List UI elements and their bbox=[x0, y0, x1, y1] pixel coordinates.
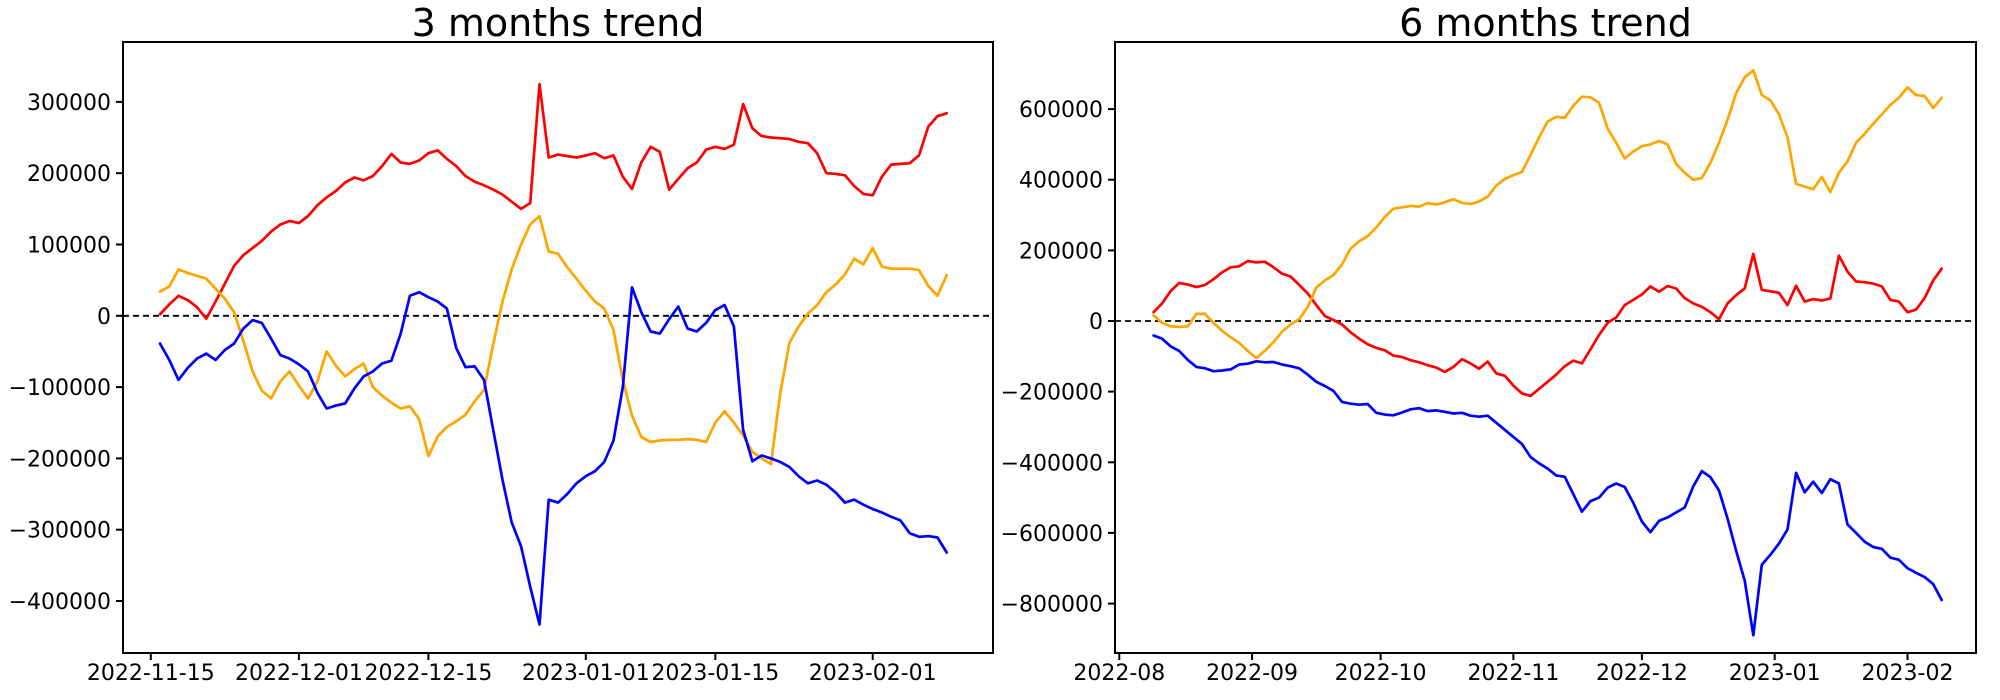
y-tick-label: 200000 bbox=[27, 162, 111, 187]
x-tick-label: 2022-12-01 bbox=[235, 661, 363, 686]
x-tick-label: 2022-11 bbox=[1467, 661, 1559, 686]
y-tick-label: −400000 bbox=[1001, 451, 1103, 476]
y-tick-label: 600000 bbox=[1019, 98, 1103, 123]
y-tick-label: 200000 bbox=[1019, 239, 1103, 264]
series-blue-line bbox=[1152, 334, 1944, 637]
series-orange-line bbox=[1152, 68, 1944, 360]
series-blue-line bbox=[158, 285, 949, 626]
panel-3-months-title: 3 months trend bbox=[411, 1, 705, 45]
series-red-line bbox=[1152, 252, 1944, 398]
x-tick-label: 2022-09 bbox=[1206, 661, 1298, 686]
y-tick-label: 300000 bbox=[27, 91, 111, 116]
y-tick-label: 0 bbox=[97, 305, 111, 330]
panel-3-months-plot: 2022-11-15 2022-12-01 2022-12-15 2023-01-01… bbox=[9, 41, 994, 686]
y-tick-label: −100000 bbox=[9, 376, 111, 401]
panel-6-months-title: 6 months trend bbox=[1399, 1, 1692, 45]
x-tick-label: 2022-12 bbox=[1596, 661, 1688, 686]
x-tick-label: 2023-01 bbox=[1729, 661, 1821, 686]
axes-border bbox=[1114, 41, 1977, 654]
y-tick-label: −600000 bbox=[1001, 522, 1103, 547]
axes-border bbox=[122, 41, 994, 654]
x-tick-label: 2022-12-15 bbox=[364, 661, 492, 686]
y-tick-label: −200000 bbox=[1001, 381, 1103, 406]
y-tick-label: 0 bbox=[1089, 310, 1103, 335]
x-tick-label: 2023-02 bbox=[1862, 661, 1954, 686]
x-tick-label: 2022-11-15 bbox=[87, 661, 215, 686]
y-tick-label: 400000 bbox=[1019, 169, 1103, 194]
x-tick-label: 2023-01-15 bbox=[651, 661, 779, 686]
y-tick-label: −400000 bbox=[9, 590, 111, 615]
series-red-line bbox=[158, 82, 949, 320]
x-tick-label: 2022-10 bbox=[1335, 661, 1427, 686]
y-tick-label: −300000 bbox=[9, 519, 111, 544]
x-tick-label: 2022-08 bbox=[1073, 661, 1165, 686]
y-tick-label: 100000 bbox=[27, 234, 111, 259]
panel-6-months-plot: 2022-08 2022-09 2022-10 2022-11 2022-12 2023-… bbox=[1001, 41, 1977, 686]
y-tick-label: −800000 bbox=[1001, 593, 1103, 618]
series-orange-line bbox=[158, 214, 949, 466]
x-tick-label: 2023-02-01 bbox=[809, 661, 937, 686]
x-tick-label: 2023-01-01 bbox=[522, 661, 650, 686]
y-tick-label: −200000 bbox=[9, 447, 111, 472]
